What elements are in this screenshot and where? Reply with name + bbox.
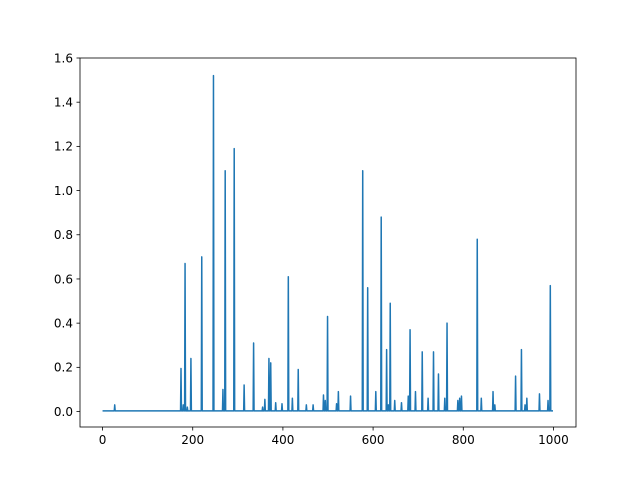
y-tick-label: 0.4 <box>54 316 73 330</box>
x-tick-label: 0 <box>99 433 107 447</box>
x-tick-label: 600 <box>362 433 385 447</box>
x-tick-label: 400 <box>271 433 294 447</box>
y-tick-label: 0.2 <box>54 361 73 375</box>
y-tick-label: 0.0 <box>54 405 73 419</box>
y-tick-label: 1.6 <box>54 51 73 65</box>
y-tick-label: 0.6 <box>54 272 73 286</box>
axes-frame <box>79 57 577 428</box>
y-tick-label: 1.2 <box>54 140 73 154</box>
x-tick-label: 1000 <box>538 433 569 447</box>
plot-area <box>102 74 553 412</box>
y-tick-label: 1.0 <box>54 184 73 198</box>
series-line <box>102 74 553 412</box>
y-tick-label: 0.8 <box>54 228 73 242</box>
x-tick-label: 800 <box>452 433 475 447</box>
y-axis: 0.0 0.2 0.4 0.6 0.8 1.0 1.2 1.4 1.6 <box>54 51 80 419</box>
x-axis: 0 200 400 600 800 1000 <box>99 427 569 447</box>
y-tick-label: 1.4 <box>54 95 73 109</box>
x-tick-label: 200 <box>181 433 204 447</box>
